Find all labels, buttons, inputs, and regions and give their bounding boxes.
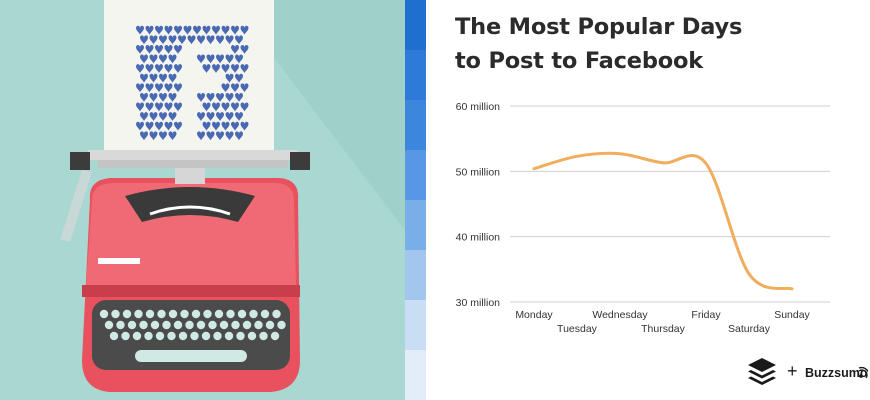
body-highlight xyxy=(98,258,140,264)
typewriter-body xyxy=(82,168,300,392)
chart-title-line-1: The Most Popular Days xyxy=(455,14,743,40)
paper-roller xyxy=(70,150,310,170)
stripe-segment xyxy=(405,0,426,50)
stripe-segment xyxy=(405,350,426,400)
keys xyxy=(99,309,286,341)
x-tick-label: Friday xyxy=(691,309,721,321)
brand-logos: + Buzzsumo xyxy=(748,358,868,385)
blue-gradient-stripe xyxy=(405,0,426,400)
paper-sheet xyxy=(104,0,274,158)
buzzsumo-wordmark: Buzzsumo xyxy=(805,366,868,380)
plus-sign: + xyxy=(787,361,798,381)
x-tick-label: Wednesday xyxy=(592,309,648,321)
typebar-basket xyxy=(125,187,255,222)
chart-title-line-2: to Post to Facebook xyxy=(455,48,704,74)
facebook-f-hearts-icon xyxy=(132,22,249,141)
y-tick-label: 50 million xyxy=(456,166,501,178)
stripe-segment xyxy=(405,100,426,150)
line-chart: 30 million 40 million 50 million 60 million… xyxy=(456,101,830,335)
x-tick-label: Tuesday xyxy=(557,323,598,335)
x-tick-label: Monday xyxy=(515,309,553,321)
y-tick-label: 40 million xyxy=(456,232,501,244)
return-lever xyxy=(60,170,92,242)
buffer-stack-icon xyxy=(748,358,776,385)
stripe-segment xyxy=(405,150,426,200)
stripe-segment xyxy=(405,50,426,100)
stripe-segment xyxy=(405,250,426,300)
x-tick-label: Saturday xyxy=(728,323,771,335)
x-tick-label: Sunday xyxy=(774,309,810,321)
chart-title: The Most Popular Days to Post to Faceboo… xyxy=(455,10,855,78)
space-bar xyxy=(135,350,247,362)
series-line xyxy=(532,151,794,291)
typewriter-illustration xyxy=(0,0,405,400)
stripe-segment xyxy=(405,200,426,250)
y-tick-label: 30 million xyxy=(456,297,501,309)
signal-waves-icon xyxy=(858,366,868,379)
y-tick-label: 60 million xyxy=(456,101,501,113)
x-tick-label: Thursday xyxy=(641,323,686,335)
stripe-segment xyxy=(405,300,426,350)
